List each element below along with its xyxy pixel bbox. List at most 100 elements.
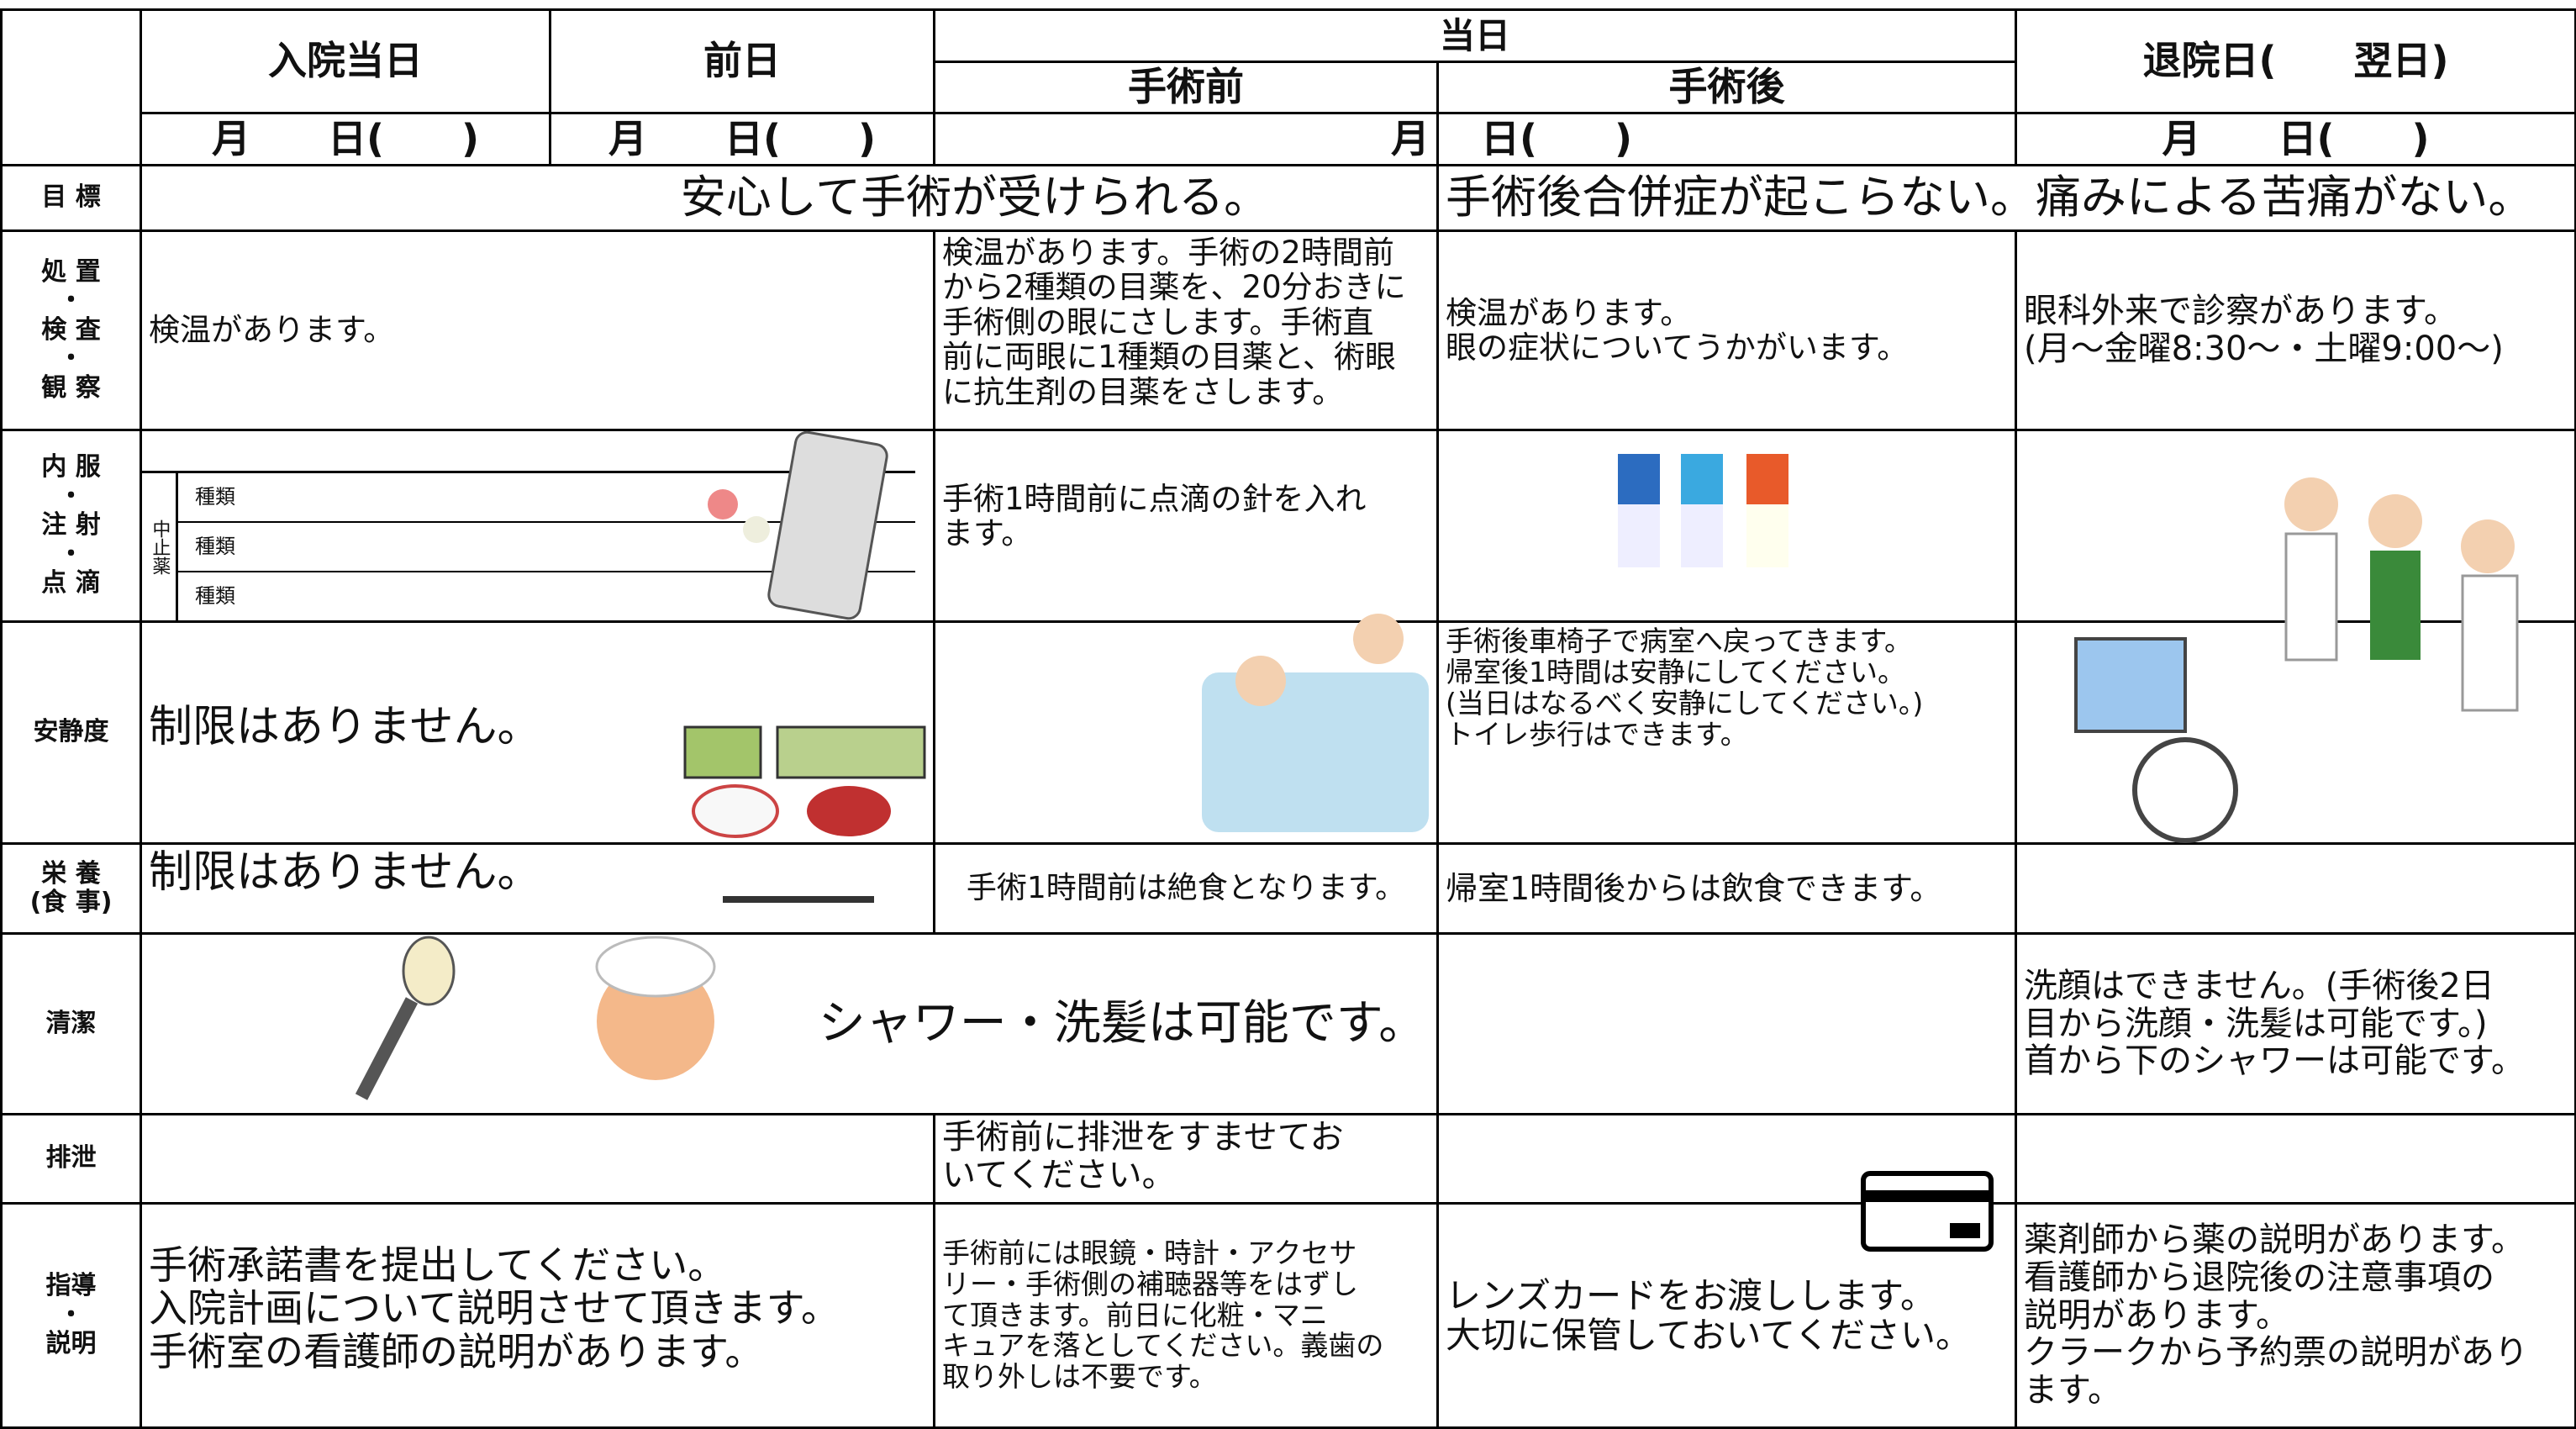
table-cell: シャワー・洗髪は可能です。 [140,932,1439,1115]
table-cell: 手術1時間前は絶食となります。 [933,842,1439,935]
row-label: 処 置・検 査・観 察 [0,229,142,431]
stopped-drugs-text: 中止薬 [149,519,171,575]
cell-text: 入院計画について説明させて頂きます。 [149,1285,840,1331]
corner-cell [0,8,142,166]
row-label-text: 内 服 [41,452,101,482]
date-text: 月 日( ) [608,115,877,161]
cell-text: 眼の症状についてうかがいます。 [1446,330,1909,366]
table-cell: 手術前に排泄をすませてお いてください。 [933,1113,1439,1205]
table-cell [1436,1113,2017,1205]
cell-text: 取り外しは不要です。 [942,1360,1217,1394]
cell-text: いてください。 [942,1155,1176,1194]
stopped-drugs: 中止薬 種類 種類 種類 [142,471,915,620]
row-label-text: 点 滴 [41,568,101,598]
cell-text: 前に両眼に1種類の目薬と、術眼 [942,339,1397,376]
header-cell: 退院日( 翌日) [2015,8,2576,114]
table-cell: 検温があります。 眼の症状についてうかがいます。 [1436,229,2017,431]
table-cell [1436,429,2017,623]
table-cell: 手術1時間前に点滴の針を入れ ます。 [933,429,1439,623]
cell-text: 帰室1時間後からは飲食できます。 [1446,869,1942,907]
cell-text: 洗顔はできません。(手術後2日 [2024,966,2494,1005]
cell-text: キュアを落としてください。義歯の [942,1329,1384,1363]
row-label: 安静度 [0,620,142,845]
row-label-text: 目 標 [41,182,101,213]
table-cell [2015,429,2576,623]
row-label-text: ・ [58,286,84,316]
header-cell: 前日 [549,8,935,114]
cell-text: (当日はなるべく安静にしてください。) [1446,686,1924,720]
table-cell [2015,842,2576,935]
date-text: 日( ) [1481,115,1633,161]
cell-text: 手術1時間前に点滴の針を入れ [942,481,1367,517]
drug-list: 種類 種類 種類 [178,473,915,620]
table-cell [2015,620,2576,845]
row-label-text: 説明 [45,1329,97,1359]
cell-text: 手術室の看護師の説明があります。 [149,1328,764,1374]
drug-kind: 種類 [178,523,915,572]
table-cell: 薬剤師から薬の説明があります。 看護師から退院後の注意事項の 説明があります。 クラー… [2015,1202,2576,1429]
date-cell: 日( ) [1436,112,2017,166]
header-text: 退院日( 翌日) [2142,38,2449,84]
header-text: 前日 [703,38,781,84]
row-label-text: ・ [58,344,84,374]
table-cell: レンズカードをお渡しします。 大切に保管しておいてください。 [1436,1202,2017,1429]
header-cell: 当日 [933,8,2017,63]
row-label-text: 注 射 [41,510,101,540]
drug-kind: 種類 [178,473,915,523]
cell-text: から2種類の目薬を、20分おきに [942,269,1406,306]
cell-text: 検温があります。 [149,312,395,349]
cell-text: 看護師から退院後の注意事項の [2024,1258,2494,1297]
date-cell: 月 日( ) [549,112,935,166]
row-label-text: 観 察 [41,372,101,403]
table-cell: 中止薬 種類 種類 種類 [140,429,935,623]
table-cell: 手術後車椅子で病室へ戻ってきます。 帰室後1時間は安静にしてください。 (当日はなる… [1436,620,2017,845]
table-cell: 帰室1時間後からは飲食できます。 [1436,842,2017,935]
header-cell: 手術前 [933,61,1439,114]
row-label: 指導・説明 [0,1202,142,1429]
cell-text: に抗生剤の目薬をさします。 [942,373,1344,410]
row-label-text: ・ [58,481,84,511]
cell-text: 手術後車椅子で病室へ戻ってきます。 [1446,625,1913,657]
cell-text: ます。 [2024,1371,2121,1411]
header-cell: 手術後 [1436,61,2017,114]
cell-text: 説明があります。 [2024,1295,2289,1335]
date-text: 月 日( ) [2162,115,2430,161]
table-cell [140,1113,935,1205]
cell-text: 手術前に排泄をすませてお [942,1118,1344,1157]
cell-text: 薬剤師から薬の説明があります。 [2024,1221,2525,1259]
table-cell: 手術承諾書を提出してください。 入院計画について説明させて頂きます。 手術室の看護師… [140,1202,935,1429]
cell-text: 眼科外来で診察があります。 [2024,292,2457,331]
cell-text: シャワー・洗髪は可能です。 [818,995,1426,1051]
table-cell: 手術前には眼鏡・時計・アクセサ リー・手術側の補聴器等をはずし て頂きます。前日に化… [933,1202,1439,1429]
table-cell [2015,1113,2576,1205]
header-text: 手術前 [1128,64,1244,110]
row-label-text: 排泄 [45,1143,97,1173]
table-cell: 手術後合併症が起こらない。痛みによる苦痛がない。 [1436,164,2576,232]
cell-text: (月～金曜8:30～・土曜9:00～) [2024,330,2504,368]
row-label: 目 標 [0,164,142,232]
row-label: 清潔 [0,932,142,1115]
cell-text: 首から下のシャワーは可能です。 [2024,1041,2525,1081]
header-cell: 入院当日 [140,8,551,114]
table-cell: 制限はありません。 [140,620,935,845]
cell-text: ます。 [942,515,1033,552]
table-cell: 安心して手術が受けられる。 [140,164,1439,232]
row-label: 内 服・注 射・点 滴 [0,429,142,623]
cell-text: 検温があります。手術の2時間前 [942,235,1394,271]
table-cell [933,620,1439,845]
cell-text: レンズカードをお渡しします。 [1446,1274,1936,1316]
cell-text: リー・手術側の補聴器等をはずし [942,1267,1358,1300]
table-cell: 検温があります。手術の2時間前 から2種類の目薬を、20分おきに 手術側の眼にさしま… [933,229,1439,431]
table-cell: 検温があります。 [140,229,935,431]
cell-text: 大切に保管しておいてください。 [1446,1315,1971,1356]
cell-text: 手術1時間前は絶食となります。 [966,870,1406,905]
header-text: 手術後 [1668,64,1785,110]
table-cell: 洗顔はできません。(手術後2日 目から洗顔・洗髪は可能です。) 首から下のシャワーは… [2015,932,2576,1115]
table-cell: 制限はありません。 [140,842,935,935]
cell-text: 検温があります。 [1446,294,1692,331]
cell-text: 帰室後1時間は安静にしてください。 [1446,655,1906,688]
row-label-text: 検 査 [41,314,101,345]
cell-text: クラークから予約票の説明があり [2024,1333,2528,1373]
row-label-text: 安静度 [33,717,109,747]
